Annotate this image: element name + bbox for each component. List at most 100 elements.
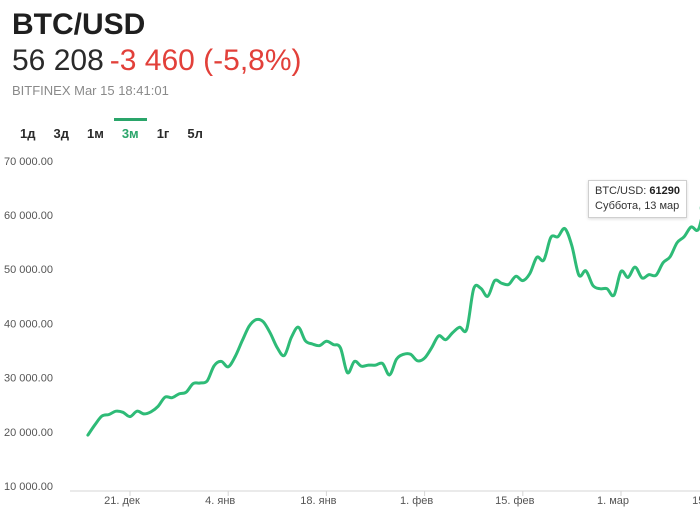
data-point[interactable] [246, 323, 252, 329]
data-point[interactable] [639, 275, 645, 281]
tab-1m[interactable]: 1м [86, 126, 104, 141]
data-point[interactable] [667, 254, 673, 260]
data-point[interactable] [562, 226, 568, 232]
x-tick-label: 1. фев [400, 495, 433, 507]
data-point[interactable] [232, 354, 238, 360]
data-point[interactable] [183, 389, 189, 395]
data-point[interactable] [611, 292, 617, 298]
data-point[interactable] [162, 394, 168, 400]
y-tick-label: 60 000.00 [4, 210, 53, 222]
data-point[interactable] [281, 352, 287, 358]
data-point[interactable] [597, 286, 603, 292]
tab-1d[interactable]: 1д [20, 126, 36, 141]
price-row: 56 208 -3 460 (-5,8%) [12, 43, 302, 79]
x-tick-label: 15. фев [495, 495, 535, 507]
data-point[interactable] [527, 271, 533, 277]
data-point[interactable] [148, 409, 154, 415]
data-point[interactable] [169, 395, 175, 401]
data-point[interactable] [513, 273, 519, 279]
data-point[interactable] [267, 330, 273, 336]
data-point[interactable] [344, 370, 350, 376]
data-point[interactable] [436, 333, 442, 339]
data-point[interactable] [225, 364, 231, 370]
data-point[interactable] [141, 411, 147, 417]
data-point[interactable] [120, 409, 126, 415]
data-point[interactable] [457, 324, 463, 330]
data-point[interactable] [113, 408, 119, 414]
data-point[interactable] [394, 356, 400, 362]
price-chart[interactable]: 10 000.00 20 000.00 30 000.00 40 000.00 50 0… [0, 150, 700, 510]
data-point[interactable] [253, 317, 259, 323]
data-point[interactable] [506, 281, 512, 287]
data-point[interactable] [260, 319, 266, 325]
data-point[interactable] [134, 408, 140, 414]
data-point[interactable] [583, 268, 589, 274]
data-point[interactable] [625, 274, 631, 280]
data-point[interactable] [274, 345, 280, 351]
y-tick-label: 50 000.00 [4, 264, 53, 276]
data-point[interactable] [485, 293, 491, 299]
data-point[interactable] [471, 286, 477, 292]
data-point[interactable] [127, 414, 133, 420]
data-point[interactable] [302, 338, 308, 344]
data-point[interactable] [688, 224, 694, 230]
data-point[interactable] [464, 326, 470, 332]
data-point[interactable] [99, 413, 105, 419]
data-point[interactable] [492, 278, 498, 284]
data-point[interactable] [555, 234, 561, 240]
data-point[interactable] [380, 361, 386, 367]
data-point[interactable] [330, 342, 336, 348]
data-point[interactable] [387, 372, 393, 378]
data-point[interactable] [443, 337, 449, 343]
data-point[interactable] [541, 257, 547, 263]
data-point[interactable] [288, 335, 294, 341]
data-point[interactable] [520, 278, 526, 284]
data-point[interactable] [653, 272, 659, 278]
data-point[interactable] [534, 254, 540, 260]
data-point[interactable] [674, 240, 680, 246]
tab-1y[interactable]: 1г [156, 126, 170, 141]
data-point[interactable] [408, 351, 414, 357]
data-point[interactable] [548, 234, 554, 240]
data-point[interactable] [569, 243, 575, 249]
data-point[interactable] [190, 381, 196, 387]
data-point[interactable] [660, 260, 666, 266]
data-point[interactable] [632, 264, 638, 270]
data-point[interactable] [429, 345, 435, 351]
data-point[interactable] [352, 358, 358, 364]
data-point[interactable] [422, 355, 428, 361]
data-point[interactable] [323, 338, 329, 344]
data-point[interactable] [604, 286, 610, 292]
data-point[interactable] [295, 324, 301, 330]
data-point[interactable] [176, 391, 182, 397]
data-point[interactable] [478, 285, 484, 291]
data-point[interactable] [359, 363, 365, 369]
data-point[interactable] [239, 338, 245, 344]
data-point[interactable] [309, 341, 315, 347]
data-point[interactable] [197, 380, 203, 386]
data-point[interactable] [155, 403, 161, 409]
data-point[interactable] [204, 378, 210, 384]
data-point[interactable] [92, 422, 98, 428]
data-point[interactable] [618, 268, 624, 274]
data-point[interactable] [366, 362, 372, 368]
data-point[interactable] [218, 358, 224, 364]
data-point[interactable] [576, 272, 582, 278]
data-point[interactable] [401, 351, 407, 357]
data-point[interactable] [646, 272, 652, 278]
data-point[interactable] [211, 363, 217, 369]
data-point[interactable] [450, 330, 456, 336]
tab-3m[interactable]: 3м [113, 118, 147, 147]
data-point[interactable] [499, 280, 505, 286]
tab-5y[interactable]: 5л [187, 126, 203, 141]
data-point[interactable] [415, 358, 421, 364]
data-point[interactable] [681, 234, 687, 240]
data-point[interactable] [337, 345, 343, 351]
tab-3d[interactable]: 3д [53, 126, 69, 141]
data-point[interactable] [590, 283, 596, 289]
data-point[interactable] [106, 412, 112, 418]
data-point[interactable] [316, 343, 322, 349]
tooltip-value-row: BTC/USD: 61290 [595, 184, 680, 199]
data-point[interactable] [85, 432, 91, 438]
data-point[interactable] [373, 362, 379, 368]
